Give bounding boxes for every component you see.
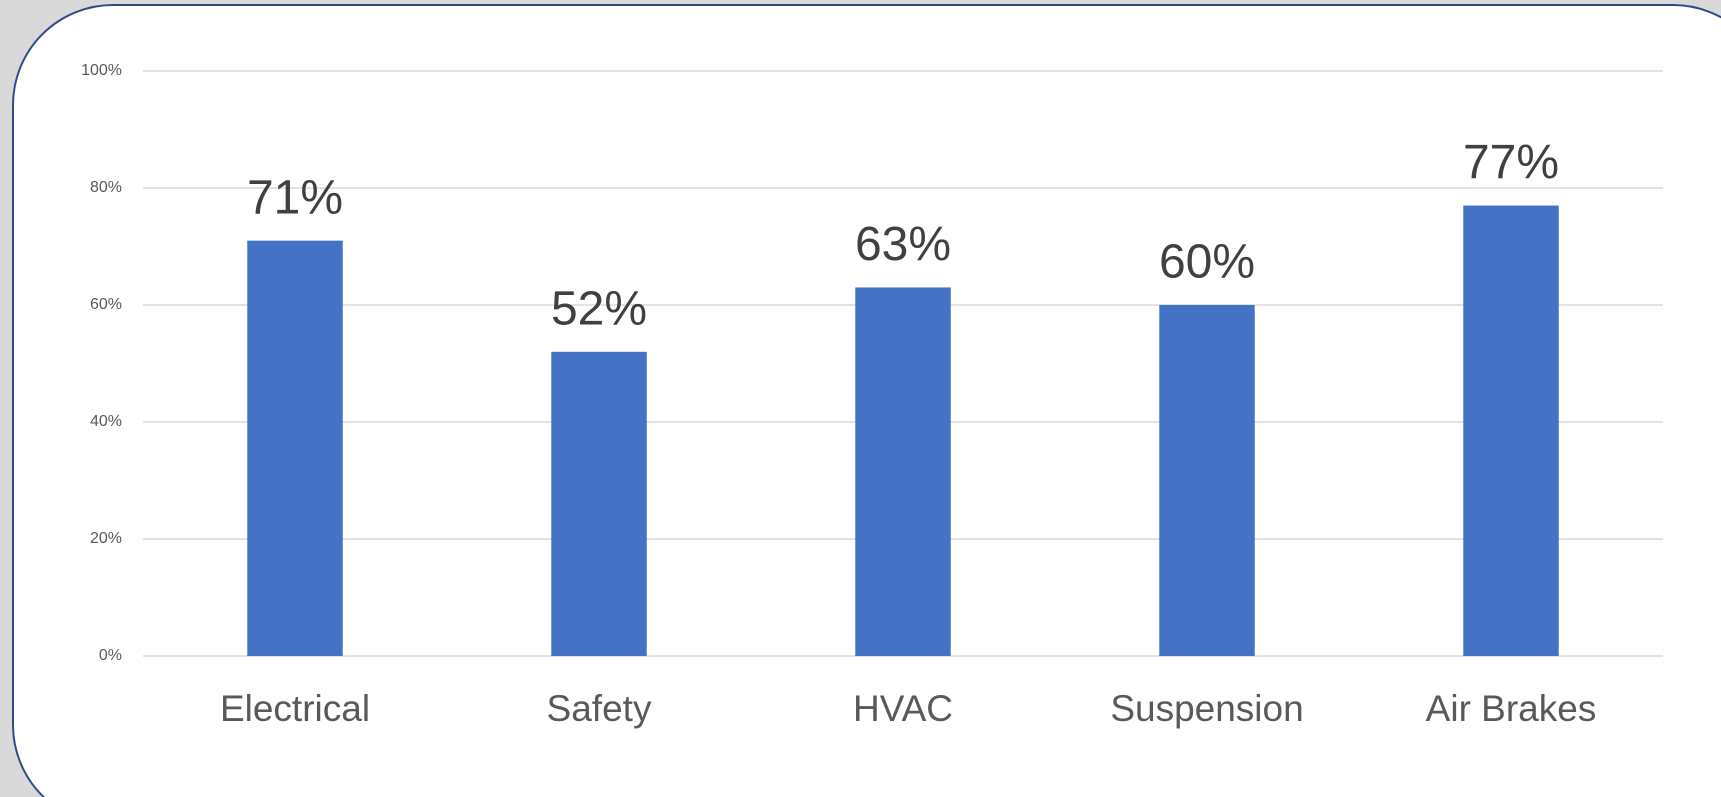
value-label: 52% bbox=[551, 282, 647, 335]
bar bbox=[247, 240, 343, 656]
bar bbox=[1159, 305, 1255, 656]
y-tick-label: 40% bbox=[90, 413, 122, 430]
y-tick-label: 80% bbox=[90, 179, 122, 196]
x-tick-label: Suspension bbox=[1110, 688, 1303, 729]
y-tick-label: 100% bbox=[81, 62, 122, 79]
x-tick-label: Air Brakes bbox=[1426, 688, 1597, 729]
bar bbox=[551, 351, 647, 656]
value-label: 71% bbox=[247, 171, 343, 224]
value-label: 63% bbox=[855, 218, 951, 271]
value-label: 60% bbox=[1159, 236, 1255, 289]
x-tick-label: Safety bbox=[547, 688, 652, 729]
value-label: 77% bbox=[1463, 136, 1559, 189]
y-tick-label: 60% bbox=[90, 296, 122, 313]
x-tick-label: Electrical bbox=[220, 688, 370, 729]
bar bbox=[1463, 205, 1559, 657]
y-tick-label: 0% bbox=[99, 647, 122, 664]
y-tick-label: 20% bbox=[90, 530, 122, 547]
bar bbox=[855, 287, 951, 656]
x-tick-label: HVAC bbox=[853, 688, 953, 729]
